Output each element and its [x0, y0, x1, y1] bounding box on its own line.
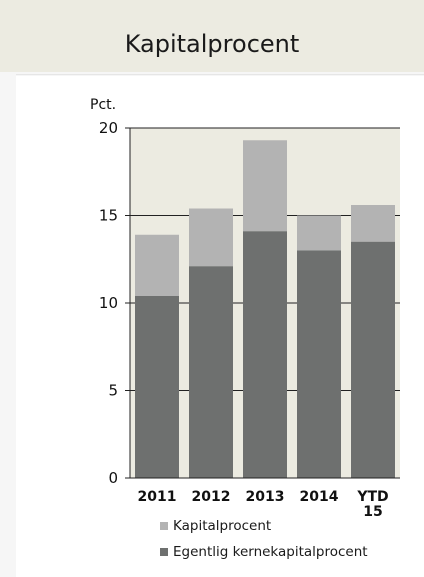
legend-swatch-egentlig-kernekapitalprocent [160, 548, 168, 556]
bars [135, 140, 395, 478]
legend-item-kapitalprocent: Kapitalprocent [160, 518, 271, 534]
bar-egentlig-kernekapitalprocent [297, 250, 341, 478]
title-bar: Kapitalprocent [0, 0, 424, 72]
x-tick-label: YTD [356, 489, 388, 505]
axes [129, 128, 400, 479]
x-tick-label: 2012 [192, 489, 231, 505]
legend-item-egentlig-kernekapitalprocent: Egentlig kernekapitalprocent [160, 544, 368, 560]
chart-title: Kapitalprocent [124, 30, 300, 58]
bar-kapitalprocent [351, 205, 395, 242]
bar-egentlig-kernekapitalprocent [243, 231, 287, 478]
legend-label-kapitalprocent: Kapitalprocent [173, 518, 272, 534]
bar-kapitalprocent [189, 208, 233, 267]
bar-kapitalprocent [135, 234, 179, 296]
x-tick-label: 2011 [138, 489, 177, 505]
bar-egentlig-kernekapitalprocent [135, 296, 179, 478]
panel-divider [16, 74, 424, 75]
y-tick-label: 15 [99, 207, 118, 225]
y-tick-label: 10 [99, 294, 118, 312]
bar-egentlig-kernekapitalprocent [351, 241, 395, 478]
legend-label-egentlig-kernekapitalprocent: Egentlig kernekapitalprocent [173, 544, 368, 560]
y-tick-label: 20 [99, 119, 118, 137]
bar-egentlig-kernekapitalprocent [189, 266, 233, 478]
x-tick-label: 2013 [246, 489, 285, 505]
bar-kapitalprocent [297, 215, 341, 251]
y-tick-label: 0 [108, 469, 118, 487]
y-tick-label: 5 [108, 382, 118, 400]
y-axis-label: Pct. [90, 97, 116, 113]
legend-swatch-kapitalprocent [160, 522, 168, 530]
x-tick-label: 2014 [300, 489, 339, 505]
bar-kapitalprocent [243, 140, 287, 232]
x-tick-label: 15 [363, 504, 382, 520]
